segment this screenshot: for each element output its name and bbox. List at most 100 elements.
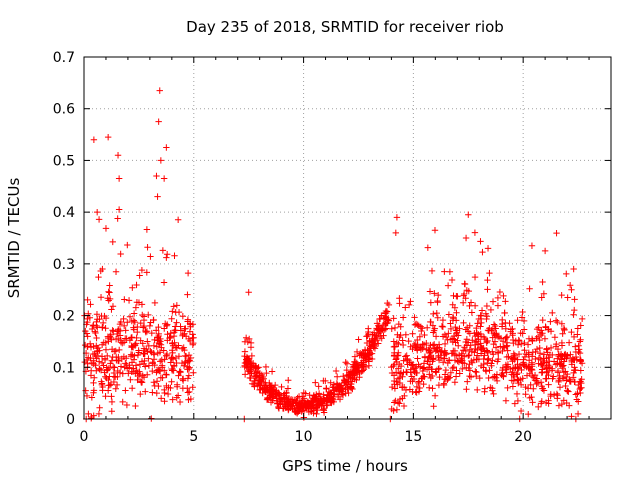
data-point xyxy=(105,288,112,295)
data-point xyxy=(555,377,563,384)
data-point xyxy=(135,299,143,306)
data-point xyxy=(128,384,136,392)
data-point xyxy=(436,373,443,381)
data-point xyxy=(150,316,157,324)
data-point xyxy=(396,333,403,341)
data-point xyxy=(399,337,406,344)
data-point xyxy=(453,367,460,374)
data-point xyxy=(174,216,182,224)
data-point xyxy=(108,346,116,353)
data-point xyxy=(88,415,95,422)
data-point xyxy=(189,341,197,348)
data-point xyxy=(144,244,151,251)
data-point xyxy=(153,369,160,376)
data-point xyxy=(483,302,491,310)
data-point xyxy=(190,334,197,341)
data-point xyxy=(407,378,414,385)
data-point xyxy=(565,388,572,395)
data-point xyxy=(533,345,541,353)
data-point xyxy=(94,344,101,352)
data-point xyxy=(466,372,473,380)
data-point xyxy=(540,355,547,362)
data-point xyxy=(148,329,155,337)
data-point xyxy=(124,319,131,326)
data-point xyxy=(472,338,479,346)
data-point xyxy=(554,369,562,376)
data-point xyxy=(167,333,174,341)
data-point xyxy=(110,378,118,386)
data-point xyxy=(354,364,361,371)
data-point xyxy=(514,356,521,363)
data-point xyxy=(134,369,141,377)
data-point xyxy=(449,349,457,357)
data-point xyxy=(444,282,452,289)
data-point xyxy=(535,354,543,362)
data-point xyxy=(109,353,116,361)
data-point xyxy=(313,404,320,411)
data-point xyxy=(441,355,448,362)
data-point xyxy=(577,367,584,374)
data-point xyxy=(521,353,529,361)
data-point xyxy=(491,331,498,339)
data-point xyxy=(520,317,528,325)
data-point xyxy=(431,392,439,400)
data-point xyxy=(166,334,173,342)
data-point xyxy=(536,344,543,352)
data-point xyxy=(494,294,502,302)
data-point xyxy=(487,384,494,391)
data-point xyxy=(122,327,129,334)
data-point xyxy=(131,342,139,349)
data-point xyxy=(388,325,395,332)
data-point xyxy=(378,325,386,332)
data-point xyxy=(264,395,271,402)
data-point xyxy=(402,331,410,338)
data-point xyxy=(514,376,521,383)
data-point xyxy=(93,334,100,342)
data-point xyxy=(336,387,343,395)
data-point xyxy=(509,383,517,390)
data-point xyxy=(466,330,474,337)
data-point xyxy=(173,302,181,309)
data-point xyxy=(489,298,497,305)
data-point xyxy=(153,389,160,397)
data-point xyxy=(520,356,527,363)
data-point xyxy=(462,338,469,346)
data-point xyxy=(431,290,438,297)
data-point xyxy=(499,364,507,372)
data-point xyxy=(531,376,539,384)
data-point xyxy=(271,381,279,389)
data-point xyxy=(155,323,162,331)
data-point xyxy=(106,282,113,289)
x-axis-label: GPS time / hours xyxy=(282,457,408,475)
data-point xyxy=(543,368,551,375)
data-point xyxy=(411,314,418,321)
data-point xyxy=(418,327,425,335)
data-point xyxy=(130,310,138,317)
data-point xyxy=(402,368,410,376)
data-point xyxy=(471,349,478,356)
data-point xyxy=(429,356,437,363)
data-point xyxy=(373,333,380,340)
data-point xyxy=(189,384,196,391)
data-point xyxy=(406,386,414,393)
data-point xyxy=(421,353,429,360)
data-point xyxy=(179,345,186,352)
data-point xyxy=(362,357,369,364)
data-point xyxy=(310,392,318,399)
data-point xyxy=(476,374,483,382)
data-point xyxy=(464,378,471,385)
data-point xyxy=(404,356,411,364)
data-point xyxy=(574,410,582,418)
data-point xyxy=(462,234,470,242)
data-point xyxy=(131,318,139,326)
data-point xyxy=(353,348,361,356)
data-point xyxy=(162,320,169,327)
data-point xyxy=(123,401,131,409)
data-point xyxy=(139,324,147,331)
data-point xyxy=(254,382,261,389)
data-point xyxy=(392,229,400,237)
data-point xyxy=(361,347,369,354)
data-point xyxy=(538,361,545,368)
data-point xyxy=(128,359,136,366)
data-point xyxy=(492,344,500,351)
